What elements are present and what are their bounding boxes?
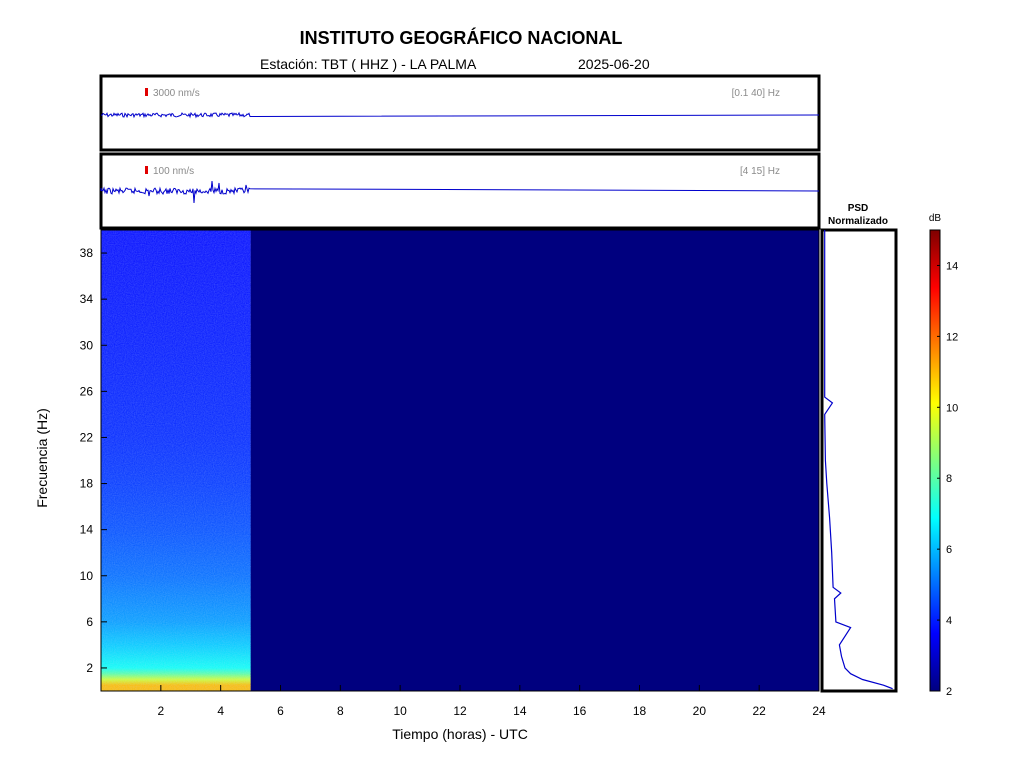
spectrogram-texture <box>101 230 251 691</box>
y-tick-label-14: 14 <box>80 523 94 537</box>
psd-title-line2: Normalizado <box>827 216 888 227</box>
colorbar-tick-label-12: 12 <box>946 331 958 343</box>
y-tick-label-6: 6 <box>86 615 93 629</box>
x-tick-label-16: 16 <box>573 704 587 718</box>
x-tick-label-20: 20 <box>693 704 707 718</box>
psd-title: PSD Normalizado <box>818 202 898 228</box>
x-tick-label-4: 4 <box>217 704 224 718</box>
colorbar-tick-label-10: 10 <box>946 402 958 414</box>
x-tick-label-6: 6 <box>277 704 284 718</box>
x-tick-label-18: 18 <box>633 704 647 718</box>
x-axis-label: Tiempo (horas) - UTC <box>392 726 528 742</box>
trace-scale-bar-1 <box>145 88 148 96</box>
colorbar-tick-label-4: 4 <box>946 615 952 627</box>
y-tick-label-38: 38 <box>80 246 94 260</box>
x-tick-label-24: 24 <box>812 704 826 718</box>
figure-title: INSTITUTO GEOGRÁFICO NACIONAL <box>299 28 623 48</box>
y-tick-label-22: 22 <box>80 430 94 444</box>
date-label: 2025-06-20 <box>578 56 650 72</box>
colorbar-unit: dB <box>928 213 942 224</box>
x-tick-label-2: 2 <box>157 704 164 718</box>
y-tick-label-18: 18 <box>80 477 94 491</box>
x-tick-label-10: 10 <box>393 704 407 718</box>
x-tick-label-12: 12 <box>453 704 467 718</box>
colorbar-tick-label-8: 8 <box>946 473 952 485</box>
x-tick-label-8: 8 <box>337 704 344 718</box>
psd-title-line1: PSD <box>847 203 869 214</box>
trace-waveform-1 <box>100 111 820 119</box>
psd-curve <box>824 230 893 690</box>
colorbar-tick-label-6: 6 <box>946 544 952 556</box>
y-tick-label-10: 10 <box>80 569 94 583</box>
x-tick-label-22: 22 <box>752 704 766 718</box>
y-tick-label-30: 30 <box>80 338 94 352</box>
psd-panel <box>820 228 898 693</box>
trace-band-label-1: [0.1 40] Hz <box>732 88 780 99</box>
trace-scale-bar-2 <box>145 166 148 174</box>
colorbar <box>929 229 941 692</box>
y-tick-label-26: 26 <box>80 384 94 398</box>
trace-band-label-2: [4 15] Hz <box>740 166 780 177</box>
trace-scale-label-2: 100 nm/s <box>153 166 194 177</box>
colorbar-tick-label-2: 2 <box>946 686 952 698</box>
trace-panel-1 <box>99 74 821 152</box>
trace-scale-label-1: 3000 nm/s <box>153 88 200 99</box>
trace-waveform-2 <box>100 180 820 204</box>
y-tick-label-34: 34 <box>80 292 94 306</box>
colorbar-tick-label-14: 14 <box>946 260 958 272</box>
x-tick-label-14: 14 <box>513 704 527 718</box>
y-tick-label-2: 2 <box>86 661 93 675</box>
station-label: Estación: TBT ( HHZ ) - LA PALMA <box>260 56 477 72</box>
